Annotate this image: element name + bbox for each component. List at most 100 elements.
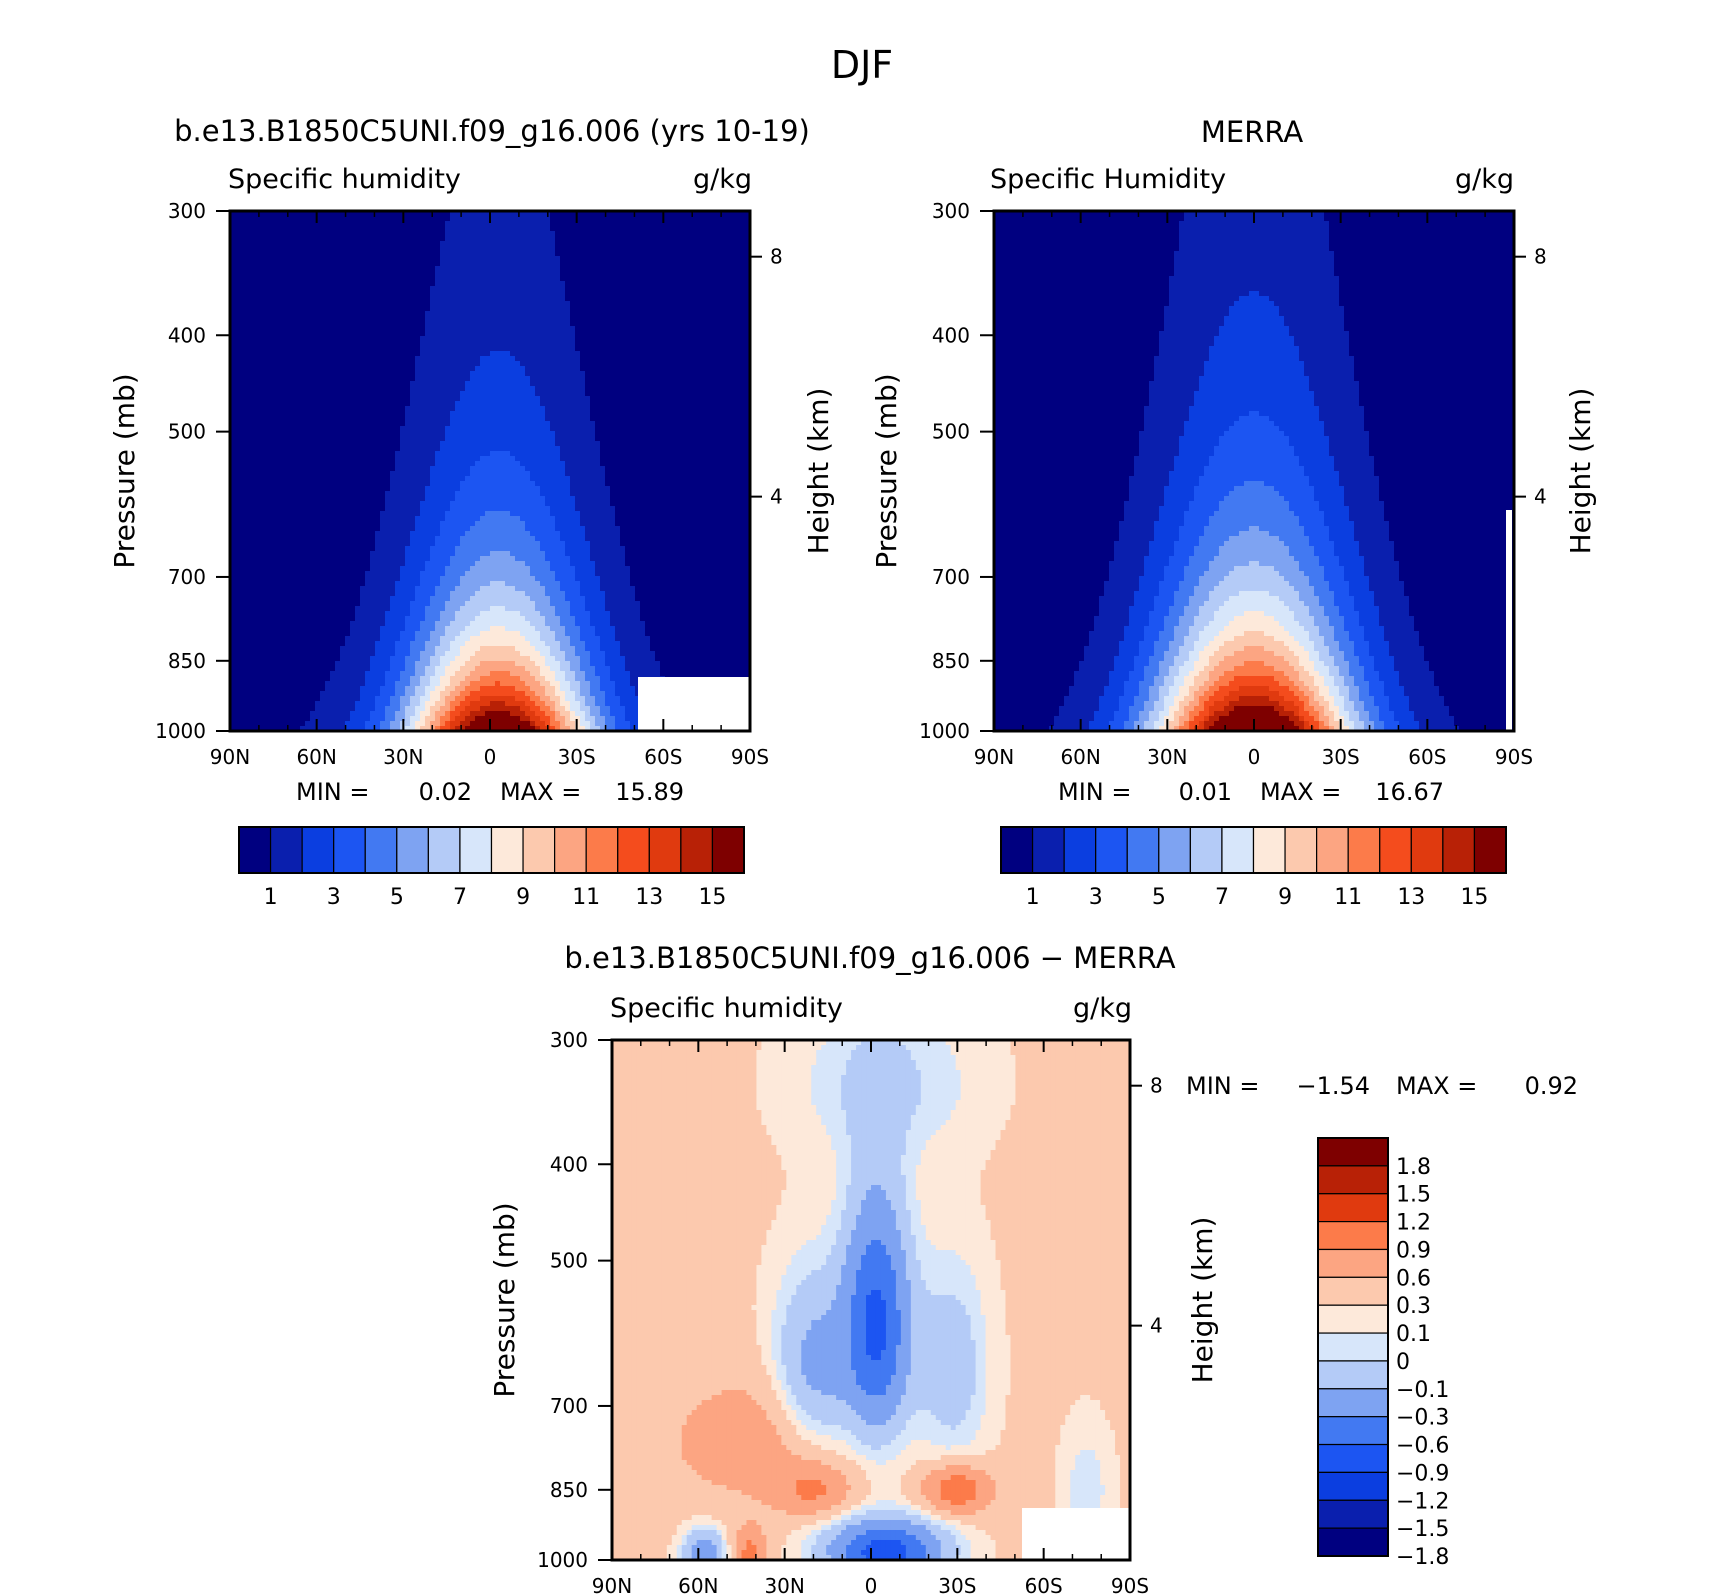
contour-cell <box>315 256 321 262</box>
contour-cell <box>400 256 406 262</box>
contour-cell <box>280 256 286 262</box>
contour-cell <box>380 256 386 262</box>
contour-cell <box>245 261 251 267</box>
contour-cell <box>580 256 586 262</box>
contour-cell <box>540 216 546 222</box>
contour-cell <box>235 251 241 257</box>
contour-cell <box>560 246 566 252</box>
contour-cell <box>525 216 531 222</box>
contour-cell <box>635 251 641 257</box>
contour-cell <box>285 226 291 232</box>
contour-cell <box>455 256 461 262</box>
contour-cell <box>585 246 591 252</box>
contour-cell <box>305 241 311 247</box>
contour-cell <box>735 216 741 222</box>
contour-cell <box>360 236 366 242</box>
contour-cell <box>370 221 376 227</box>
contour-cell <box>620 231 626 237</box>
contour-cell <box>485 246 491 252</box>
contour-cell <box>335 246 341 252</box>
contour-cell <box>715 256 721 262</box>
contour-cell <box>350 261 356 267</box>
contour-cell <box>315 241 321 247</box>
contour-cell <box>245 221 251 227</box>
contour-cell <box>595 221 601 227</box>
contour-cell <box>720 251 726 257</box>
contour-cell <box>490 231 496 237</box>
contour-cell <box>735 236 741 242</box>
contour-cell <box>250 246 256 252</box>
contour-cell <box>260 251 266 257</box>
contour-cell <box>675 251 681 257</box>
contour-cell <box>570 221 576 227</box>
contour-cell <box>680 236 686 242</box>
contour-cell <box>685 256 691 262</box>
contour-cell <box>420 246 426 252</box>
contour-cell <box>515 246 521 252</box>
contour-cell <box>355 241 361 247</box>
contour-cell <box>525 241 531 247</box>
contour-cell <box>640 256 646 262</box>
contour-cell <box>280 236 286 242</box>
contour-cell <box>310 236 316 242</box>
contour-cell <box>300 251 306 257</box>
contour-cell <box>245 256 251 262</box>
contour-cell <box>365 226 371 232</box>
contour-cell <box>330 251 336 257</box>
contour-cell <box>655 236 661 242</box>
contour-cell <box>560 216 566 222</box>
contour-cell <box>265 246 271 252</box>
contour-cell <box>690 236 696 242</box>
contour-cell <box>385 246 391 252</box>
contour-cell <box>500 236 506 242</box>
contour-cell <box>550 251 556 257</box>
contour-cell <box>730 256 736 262</box>
contour-cell <box>615 251 621 257</box>
contour-cell <box>545 221 551 227</box>
contour-cell <box>360 231 366 237</box>
contour-cell <box>540 221 546 227</box>
contour-cell <box>310 246 316 252</box>
contour-cell <box>635 216 641 222</box>
contour-cell <box>565 256 571 262</box>
contour-cell <box>265 261 271 267</box>
contour-cell <box>600 236 606 242</box>
contour-cell <box>615 216 621 222</box>
contour-cell <box>685 236 691 242</box>
contour-cell <box>560 251 566 257</box>
contour-cell <box>685 221 691 227</box>
contour-cell <box>250 256 256 262</box>
contour-cell <box>260 246 266 252</box>
contour-cell <box>435 231 441 237</box>
contour-cell <box>460 251 466 257</box>
contour-cell <box>535 241 541 247</box>
contour-cell <box>660 226 666 232</box>
contour-cell <box>710 226 716 232</box>
contour-cell <box>465 246 471 252</box>
contour-cell <box>315 226 321 232</box>
contour-cell <box>530 221 536 227</box>
contour-cell <box>260 241 266 247</box>
contour-cell <box>400 231 406 237</box>
contour-cell <box>730 246 736 252</box>
contour-cell <box>405 221 411 227</box>
contour-cell <box>570 241 576 247</box>
figure: DJF b.e13.B1850C5UNI.f09_g16.006 (yrs 10… <box>0 0 1710 1596</box>
panel-model-variable: Specific humidity <box>228 164 461 195</box>
contour-cell <box>540 256 546 262</box>
contour-cell <box>450 236 456 242</box>
contour-cell <box>345 226 351 232</box>
contour-cell <box>505 216 511 222</box>
contour-cell <box>360 241 366 247</box>
contour-cell <box>725 226 731 232</box>
contour-cell <box>440 226 446 232</box>
contour-cell <box>515 221 521 227</box>
contour-cell <box>370 226 376 232</box>
contour-cell <box>455 216 461 222</box>
contour-cell <box>630 231 636 237</box>
contour-cell <box>540 226 546 232</box>
contour-cell <box>355 226 361 232</box>
contour-cell <box>665 251 671 257</box>
contour-cell <box>740 236 746 242</box>
contour-cell <box>425 246 431 252</box>
